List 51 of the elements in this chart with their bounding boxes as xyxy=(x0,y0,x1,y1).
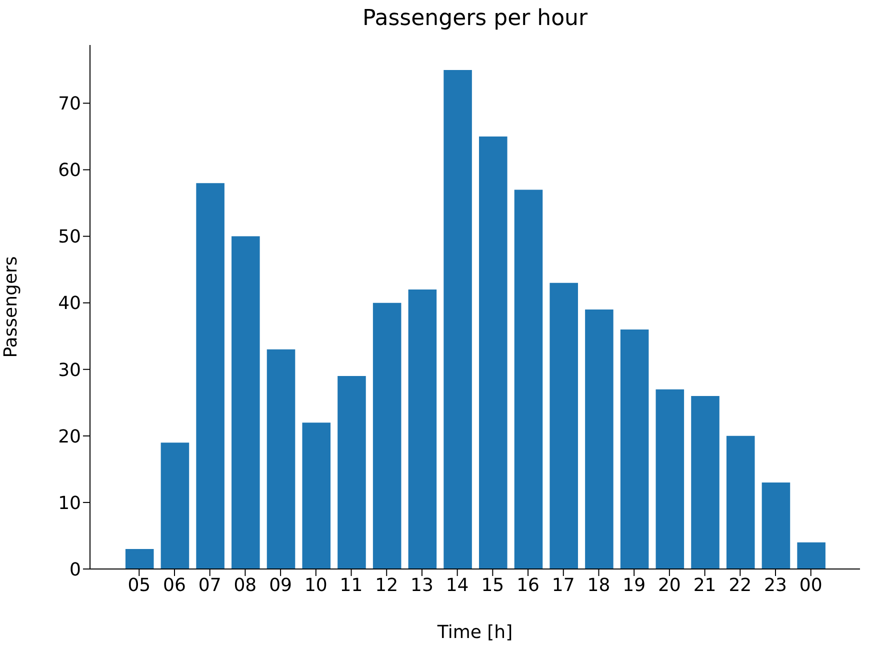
bar xyxy=(479,136,508,569)
y-tick-label: 50 xyxy=(58,226,81,248)
bar xyxy=(408,290,437,569)
x-tick-label: 16 xyxy=(516,574,540,596)
bar xyxy=(797,542,826,569)
x-tick-label: 20 xyxy=(658,574,681,596)
x-tick-label: 22 xyxy=(728,574,752,596)
bar xyxy=(691,396,720,569)
y-tick-label: 30 xyxy=(58,360,81,381)
x-tick-label: 15 xyxy=(481,574,504,596)
x-tick-label: 08 xyxy=(234,574,257,596)
x-tick-label: 09 xyxy=(269,574,292,596)
bar xyxy=(620,329,649,569)
bar xyxy=(585,309,614,569)
bar xyxy=(302,422,331,569)
x-tick-label: 14 xyxy=(446,574,469,596)
bar xyxy=(160,442,190,569)
x-tick-label: 17 xyxy=(552,574,575,596)
y-tick-label: 20 xyxy=(58,426,81,448)
bar xyxy=(762,482,790,569)
x-tick-label: 10 xyxy=(304,574,328,596)
bar xyxy=(232,236,260,569)
bar xyxy=(514,190,543,569)
bar xyxy=(196,183,224,569)
x-tick-label: 05 xyxy=(128,574,151,596)
x-tick-label: 21 xyxy=(693,574,716,596)
bar xyxy=(125,549,154,569)
x-tick-label: 19 xyxy=(622,574,646,596)
y-tick-label: 70 xyxy=(58,94,81,115)
x-axis-title: Time [h] xyxy=(436,622,513,643)
x-tick-label: 23 xyxy=(764,574,787,596)
y-tick-label: 60 xyxy=(58,160,81,182)
x-tick-label: 11 xyxy=(340,574,363,596)
x-tick-label: 06 xyxy=(163,574,186,596)
bar xyxy=(338,376,366,569)
bar xyxy=(550,282,578,569)
x-tick-label: 00 xyxy=(799,574,822,596)
bar xyxy=(444,70,472,569)
x-tick-label: 13 xyxy=(410,574,434,596)
bar xyxy=(266,349,296,569)
bar xyxy=(656,389,684,569)
chart-title: Passengers per hour xyxy=(361,6,589,31)
x-tick-label: 18 xyxy=(587,574,610,596)
bar xyxy=(372,302,402,569)
x-tick-label: 12 xyxy=(375,574,398,596)
y-tick-label: 40 xyxy=(58,293,81,314)
y-tick-label: 10 xyxy=(58,492,81,514)
y-tick-label: 0 xyxy=(70,559,81,580)
y-axis-title: Passengers xyxy=(0,256,22,358)
x-tick-label: 07 xyxy=(198,574,222,596)
bar xyxy=(726,436,755,569)
